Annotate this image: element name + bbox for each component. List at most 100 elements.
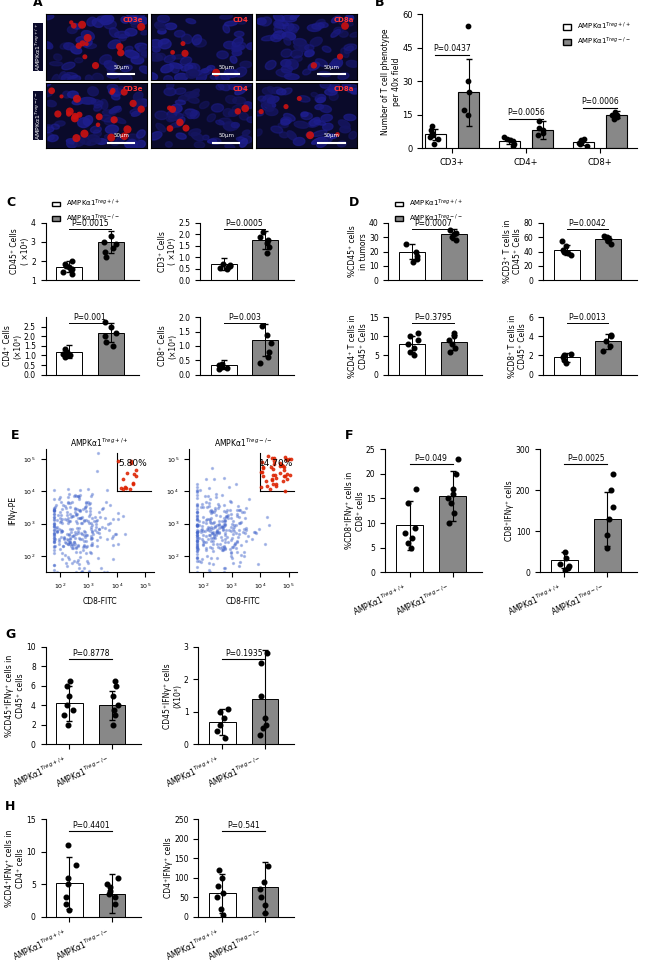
Text: P=0.1935: P=0.1935 [225, 648, 263, 658]
Ellipse shape [168, 114, 183, 121]
Point [224, 522, 234, 538]
Ellipse shape [55, 121, 65, 126]
Ellipse shape [85, 75, 92, 82]
Ellipse shape [242, 130, 250, 135]
Y-axis label: CD45⁺IFNγ⁺ cells
(X10³): CD45⁺IFNγ⁺ cells (X10³) [163, 663, 183, 729]
Ellipse shape [119, 74, 132, 82]
Ellipse shape [188, 129, 201, 136]
Point [508, 134, 518, 150]
Ellipse shape [216, 73, 229, 82]
Point [49, 503, 59, 518]
Ellipse shape [133, 92, 143, 100]
Text: CD4: CD4 [233, 17, 248, 23]
Ellipse shape [48, 135, 58, 142]
Point [202, 511, 212, 527]
Point [74, 502, 85, 517]
Point [231, 503, 242, 518]
Y-axis label: %CD3⁺ T cells in
CD45⁺ Cells: %CD3⁺ T cells in CD45⁺ Cells [503, 220, 523, 283]
Ellipse shape [40, 42, 51, 48]
Point [102, 876, 112, 892]
Point [255, 464, 266, 480]
Point [49, 557, 59, 572]
Ellipse shape [280, 132, 288, 138]
Ellipse shape [51, 74, 58, 84]
Point [118, 471, 128, 486]
Point [111, 526, 122, 541]
Ellipse shape [203, 135, 209, 140]
Text: CD3e: CD3e [123, 86, 144, 92]
Point [226, 510, 236, 525]
Point [66, 537, 77, 552]
Ellipse shape [88, 135, 99, 142]
Point [604, 339, 615, 354]
Point [51, 565, 62, 580]
Point [449, 340, 460, 355]
Point [558, 349, 569, 365]
Point [192, 517, 203, 533]
Point [70, 500, 81, 515]
Ellipse shape [281, 119, 290, 125]
Point [254, 522, 264, 538]
Point [51, 521, 62, 537]
Point [49, 539, 59, 555]
Point [64, 103, 75, 119]
Point [85, 538, 96, 553]
Point [77, 563, 87, 578]
Ellipse shape [111, 140, 119, 146]
Point [207, 460, 217, 476]
Point [65, 536, 75, 551]
Ellipse shape [239, 135, 252, 144]
Point [263, 449, 273, 464]
Point [409, 340, 419, 355]
Ellipse shape [207, 139, 216, 143]
Ellipse shape [344, 114, 356, 121]
Point [259, 537, 270, 552]
Ellipse shape [104, 20, 116, 29]
Point [72, 515, 82, 531]
Point [206, 510, 216, 526]
Point [205, 514, 216, 530]
Ellipse shape [232, 42, 246, 51]
Point [114, 39, 125, 54]
Ellipse shape [81, 31, 94, 41]
Point [255, 688, 266, 703]
Point [101, 250, 112, 265]
Point [220, 512, 230, 528]
Point [107, 531, 117, 546]
Y-axis label: CD8⁺IFNγ⁺ cells: CD8⁺IFNγ⁺ cells [506, 481, 514, 541]
Point [229, 518, 239, 534]
Point [72, 501, 82, 516]
Point [192, 546, 203, 562]
Point [55, 525, 66, 540]
Point [49, 533, 59, 548]
Point [77, 501, 88, 516]
Point [108, 528, 118, 543]
Point [65, 534, 75, 549]
Bar [532, 130, 553, 148]
Point [207, 533, 218, 548]
Ellipse shape [96, 139, 107, 145]
Point [49, 506, 59, 521]
Point [192, 527, 203, 542]
Ellipse shape [71, 46, 82, 54]
Point [259, 711, 270, 727]
Point [168, 44, 178, 60]
Point [128, 476, 138, 491]
Point [107, 85, 117, 100]
Point [110, 890, 120, 905]
Ellipse shape [334, 27, 343, 34]
Point [82, 527, 92, 542]
Ellipse shape [59, 71, 66, 80]
Point [85, 521, 96, 537]
Ellipse shape [258, 96, 266, 101]
Text: P=0.0006: P=0.0006 [581, 97, 619, 106]
Bar [98, 333, 124, 374]
Point [612, 109, 622, 124]
Ellipse shape [175, 88, 186, 95]
Point [109, 703, 120, 718]
Ellipse shape [303, 69, 311, 75]
Bar [573, 142, 593, 148]
Ellipse shape [247, 117, 255, 123]
Point [340, 18, 350, 34]
Ellipse shape [94, 101, 103, 108]
